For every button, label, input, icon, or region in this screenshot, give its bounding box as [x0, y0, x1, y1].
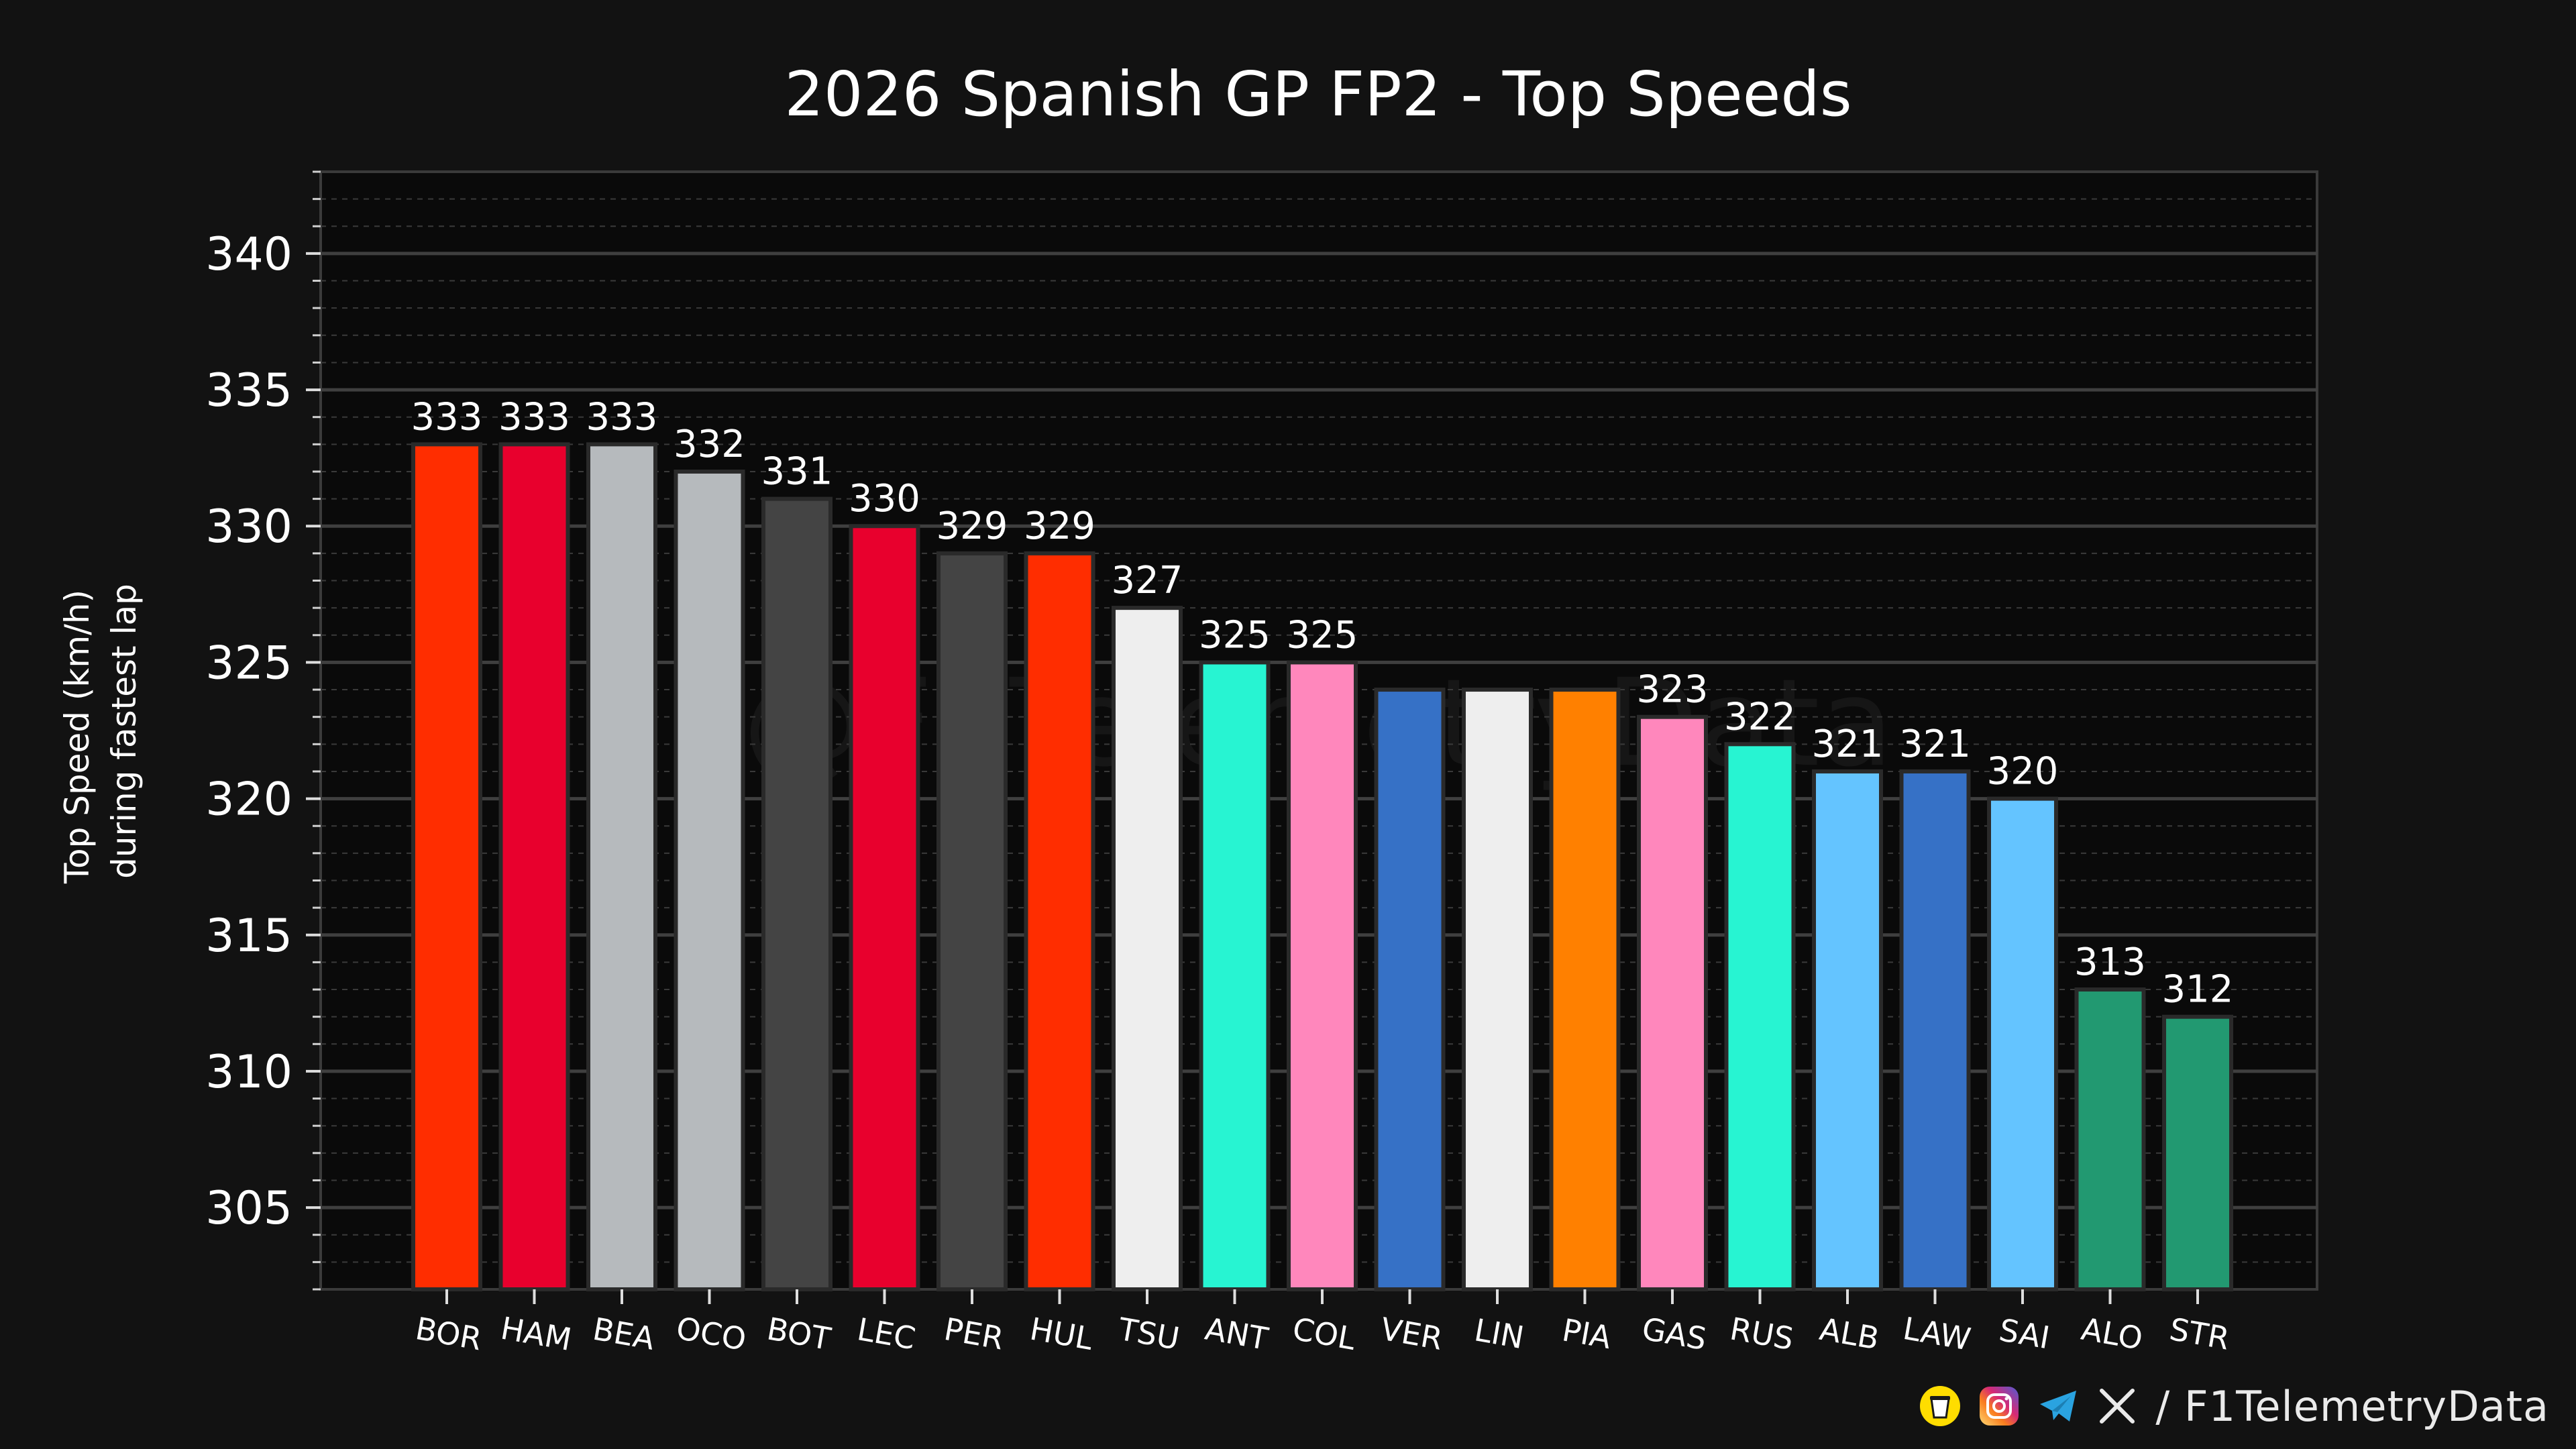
bar-value-label: 321	[1812, 722, 1884, 766]
bar-value-label: 321	[1899, 722, 1971, 766]
footer-handle-text: F1TelemetryData	[2184, 1381, 2549, 1431]
y-tick-label: 320	[205, 773, 292, 826]
bar-lin	[1462, 688, 1533, 1292]
x-tick-label: VER	[1378, 1311, 1445, 1357]
x-tick-label: ALO	[2078, 1311, 2145, 1357]
x-tick-label: BEA	[590, 1311, 658, 1357]
bar-alb	[1812, 769, 1883, 1291]
x-tick-label: PIA	[1560, 1311, 1615, 1356]
x-tick-label: PER	[941, 1311, 1006, 1357]
y-axis-label-line-1: Top Speed (km/h)	[58, 590, 97, 884]
bar-value-label: 333	[411, 395, 483, 439]
bar-value-label: 313	[2074, 941, 2146, 984]
bar-sai	[1987, 796, 2058, 1291]
bar-value-label: 333	[498, 395, 570, 439]
bar-value-label: 330	[849, 477, 920, 521]
bar-ver	[1374, 688, 1446, 1292]
y-tick-label: 335	[205, 364, 292, 417]
x-tick-label: ANT	[1202, 1310, 1271, 1357]
bar-law	[1899, 769, 1971, 1291]
x-tick-label: HAM	[498, 1309, 575, 1358]
x-tick-label: SAI	[1996, 1311, 2052, 1356]
y-tick-label: 325	[205, 637, 292, 690]
bar-bot	[761, 496, 833, 1291]
instagram-icon[interactable]	[1978, 1385, 2020, 1427]
x-tick-label: LIN	[1472, 1311, 1527, 1356]
bar-value-label: 331	[761, 450, 833, 494]
bar-col	[1287, 660, 1358, 1291]
bar-bea	[586, 442, 657, 1292]
footer-separator: /	[2155, 1381, 2171, 1431]
y-tick-label: 330	[205, 500, 292, 553]
bar-value-label: 320	[1987, 750, 2059, 794]
bar-hul	[1024, 551, 1095, 1291]
bar-per	[936, 551, 1008, 1291]
x-tick-label: LEC	[855, 1311, 918, 1356]
y-axis-label-line-2: during fastest lap	[105, 584, 144, 879]
bars: 333 333 333 332 331 330 329 329 327 325 325 323 322 3…	[411, 395, 2234, 1292]
telegram-icon[interactable]	[2037, 1385, 2079, 1427]
bar-oco	[674, 469, 745, 1291]
bar-pia	[1549, 688, 1621, 1292]
y-tick-label: 310	[205, 1046, 292, 1099]
x-tick-label: TSU	[1115, 1311, 1182, 1357]
bar-value-label: 312	[2162, 968, 2234, 1012]
x-tick-label: BOT	[764, 1310, 834, 1357]
bar-value-label: 332	[674, 423, 745, 466]
bar-value-label: 327	[1112, 559, 1183, 602]
x-tick-label: GAS	[1640, 1310, 1709, 1357]
bar-value-label: 325	[1199, 613, 1271, 657]
bar-value-label: 323	[1637, 668, 1709, 712]
bar-value-label: 325	[1287, 613, 1358, 657]
x-tick-label: RUS	[1727, 1310, 1796, 1357]
bar-ham	[498, 442, 570, 1292]
x-tick-label: OCO	[674, 1310, 749, 1358]
y-tick-label: 305	[205, 1182, 292, 1235]
bar-str	[2162, 1014, 2233, 1292]
bar-value-label: 329	[936, 504, 1008, 548]
bar-tsu	[1112, 606, 1183, 1291]
y-axis: 305 310 315 320 325 330 335 340	[205, 170, 321, 1291]
bar-gas	[1637, 714, 1708, 1292]
x-tick-label: BOR	[413, 1310, 484, 1357]
y-tick-label: 315	[205, 910, 292, 963]
y-tick-label: 340	[205, 228, 292, 281]
chart-title: 2026 Spanish GP FP2 - Top Speeds	[784, 58, 1851, 130]
bar-rus	[1724, 742, 1796, 1291]
buy-me-a-coffee-icon[interactable]	[1919, 1385, 1961, 1427]
bar-value-label: 322	[1724, 695, 1796, 739]
bar-lec	[849, 524, 920, 1291]
x-tick-label: ALB	[1817, 1311, 1882, 1357]
x-axis: BOR HAM BEA OCO BOT LEC PER HUL TSU ANT COL VER LIN P…	[413, 1289, 2232, 1358]
x-tick-label: HUL	[1027, 1311, 1095, 1358]
bar-alo	[2074, 987, 2146, 1292]
x-icon[interactable]	[2096, 1385, 2138, 1427]
y-axis-label: Top Speed (km/h) during fastest lap	[58, 579, 144, 884]
x-tick-label: COL	[1290, 1310, 1358, 1357]
bar-value-label: 329	[1024, 504, 1095, 548]
bar-bor	[411, 442, 482, 1292]
x-tick-label: LAW	[1900, 1310, 1974, 1358]
x-tick-label: STR	[2167, 1311, 2232, 1357]
bar-ant	[1199, 660, 1271, 1291]
footer-social: / F1TelemetryData	[1919, 1379, 2549, 1433]
footer-handle[interactable]: / F1TelemetryData	[2155, 1382, 2549, 1431]
bar-value-label: 333	[586, 395, 658, 439]
